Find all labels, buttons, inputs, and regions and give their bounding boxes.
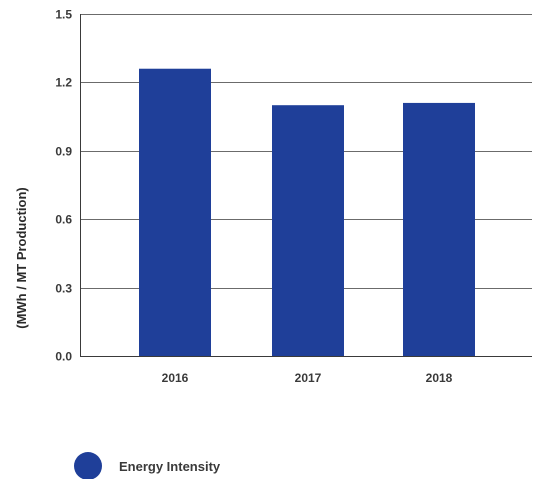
y-tick-label: 0.3 xyxy=(55,282,72,296)
bar-2016 xyxy=(139,69,211,356)
y-axis-ticks: 0.0 0.3 0.6 0.9 1.2 1.5 xyxy=(55,8,72,364)
x-tick-label-2016: 2016 xyxy=(162,371,189,385)
y-tick-label: 0.0 xyxy=(55,350,72,364)
y-tick-label: 0.6 xyxy=(55,213,72,227)
bars xyxy=(139,69,475,356)
bar-2018 xyxy=(403,103,475,356)
x-tick-label-2017: 2017 xyxy=(295,371,322,385)
x-axis-ticks: 2016 2017 2018 xyxy=(162,371,453,385)
legend-label-energy-intensity: Energy Intensity xyxy=(119,459,221,474)
bar-2017 xyxy=(272,105,344,356)
y-tick-label: 1.2 xyxy=(55,76,72,90)
y-tick-label: 1.5 xyxy=(55,8,72,22)
legend-swatch-energy-intensity xyxy=(74,452,102,479)
y-tick-label: 0.9 xyxy=(55,145,72,159)
x-tick-label-2018: 2018 xyxy=(426,371,453,385)
y-axis-title: (MWh / MT Production) xyxy=(14,187,29,329)
legend: Energy Intensity xyxy=(74,452,221,479)
